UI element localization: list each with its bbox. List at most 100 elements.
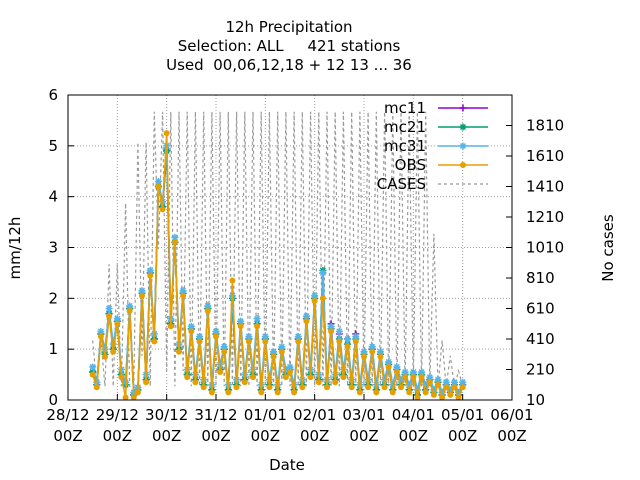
data-point-obs bbox=[447, 391, 454, 398]
legend-label-obs: OBS bbox=[395, 156, 426, 174]
data-point-obs bbox=[385, 363, 392, 370]
legend-label-mc31: mc31 bbox=[384, 137, 426, 155]
x-tick-label-date: 06/01 bbox=[490, 406, 533, 424]
data-point-obs bbox=[188, 328, 195, 335]
x-tick-label-date: 31/12 bbox=[194, 406, 237, 424]
data-point-obs bbox=[176, 348, 182, 355]
data-point-obs bbox=[287, 369, 293, 376]
data-point-mc31 bbox=[335, 327, 343, 335]
data-point-obs bbox=[426, 379, 433, 386]
y2-tick-label: 1810 bbox=[526, 117, 564, 135]
data-point-mc31 bbox=[418, 368, 426, 376]
data-point-obs bbox=[180, 292, 187, 299]
data-point-obs bbox=[134, 389, 141, 396]
x-tick-label-hour: 00Z bbox=[448, 427, 477, 445]
data-point-obs bbox=[418, 374, 425, 381]
x-tick-label-hour: 00Z bbox=[53, 427, 82, 445]
y-tick-label: 6 bbox=[48, 86, 58, 104]
x-tick-label-date: 03/01 bbox=[342, 406, 385, 424]
data-point-obs bbox=[93, 384, 100, 391]
x-tick-label-hour: 00Z bbox=[349, 427, 378, 445]
data-point-mc31 bbox=[360, 348, 368, 356]
data-point-obs bbox=[311, 297, 318, 304]
data-point-obs bbox=[398, 384, 404, 391]
data-point-obs bbox=[155, 183, 162, 190]
data-point-obs bbox=[282, 374, 289, 381]
data-point-obs bbox=[167, 323, 174, 330]
x-tick-label-date: 02/01 bbox=[293, 406, 336, 424]
legend-marker-obs bbox=[460, 162, 466, 168]
data-point-obs bbox=[122, 394, 129, 401]
x-tick-label-hour: 00Z bbox=[152, 427, 181, 445]
data-point-obs bbox=[430, 391, 437, 398]
data-point-obs bbox=[213, 333, 219, 340]
data-point-obs bbox=[258, 389, 265, 396]
data-point-mc31 bbox=[319, 269, 327, 277]
data-point-mc31 bbox=[146, 266, 154, 274]
x-tick-label-hour: 00Z bbox=[300, 427, 329, 445]
y2-tick-label: 1010 bbox=[526, 239, 564, 257]
y2-tick-label: 1610 bbox=[526, 147, 564, 165]
data-point-obs bbox=[233, 384, 240, 391]
data-point-obs bbox=[361, 353, 367, 360]
data-point-mc31 bbox=[442, 378, 450, 386]
y-tick-label: 1 bbox=[48, 340, 58, 358]
y2-tick-label: 810 bbox=[526, 269, 555, 287]
data-point-obs bbox=[126, 308, 133, 315]
y2-tick-label: 10 bbox=[526, 391, 545, 409]
axes: 28/12 00Z 29/12 00Z 30/12 00Z 31/12 00Z 01/01 00Z… bbox=[46, 86, 564, 445]
data-point-obs bbox=[455, 394, 462, 401]
x-tick-label-date: 30/12 bbox=[145, 406, 188, 424]
data-point-obs bbox=[221, 348, 228, 355]
data-point-obs bbox=[89, 371, 96, 378]
data-point-obs bbox=[274, 389, 281, 396]
data-point-obs bbox=[439, 394, 446, 401]
data-point-obs bbox=[192, 379, 199, 386]
data-point-mc31 bbox=[459, 378, 467, 386]
data-point-obs bbox=[114, 320, 121, 327]
data-point-obs bbox=[373, 389, 380, 396]
data-point-obs bbox=[147, 272, 154, 279]
data-point-obs bbox=[245, 338, 252, 345]
data-point-mc31 bbox=[450, 378, 458, 386]
data-point-mc31 bbox=[302, 312, 310, 320]
data-point-mc31 bbox=[426, 373, 434, 381]
data-point-obs bbox=[443, 384, 450, 391]
y2-tick-label: 210 bbox=[526, 361, 555, 379]
data-point-obs bbox=[200, 384, 207, 391]
forecast-series bbox=[89, 130, 467, 401]
data-point-mc31 bbox=[368, 343, 376, 351]
series-obs bbox=[89, 130, 466, 401]
title-line-3: Used 00,06,12,18 + 12 13 ... 36 bbox=[166, 56, 412, 74]
data-point-obs bbox=[319, 295, 326, 302]
data-point-obs bbox=[422, 389, 429, 396]
data-point-obs bbox=[377, 353, 384, 360]
series-line-cases bbox=[92, 111, 464, 387]
title-line-2: Selection: ALL 421 stations bbox=[178, 37, 401, 55]
data-point-obs bbox=[336, 338, 343, 345]
legend-marker-mc31 bbox=[459, 142, 467, 150]
y2-tick-label: 410 bbox=[526, 330, 555, 348]
data-point-obs bbox=[328, 328, 335, 335]
data-point-obs bbox=[435, 381, 441, 388]
data-point-obs bbox=[139, 292, 145, 299]
x-tick-label-date: 01/01 bbox=[244, 406, 287, 424]
data-point-obs bbox=[344, 343, 351, 350]
data-point-obs bbox=[130, 394, 137, 401]
data-point-mc31 bbox=[344, 335, 352, 343]
data-point-mc31 bbox=[253, 315, 261, 323]
legend-marker-mc21 bbox=[459, 123, 467, 131]
data-point-obs bbox=[332, 379, 339, 386]
x-axis-label: Date bbox=[269, 456, 305, 474]
data-point-obs bbox=[303, 318, 310, 325]
data-point-obs bbox=[369, 348, 376, 355]
data-point-obs bbox=[229, 277, 236, 284]
data-point-obs bbox=[393, 369, 400, 376]
x-tick-label-date: 04/01 bbox=[392, 406, 435, 424]
x-tick-label-hour: 00Z bbox=[251, 427, 280, 445]
data-point-obs bbox=[237, 323, 244, 330]
data-point-obs bbox=[352, 338, 359, 345]
data-point-obs bbox=[381, 384, 388, 391]
data-point-mc31 bbox=[212, 327, 220, 335]
